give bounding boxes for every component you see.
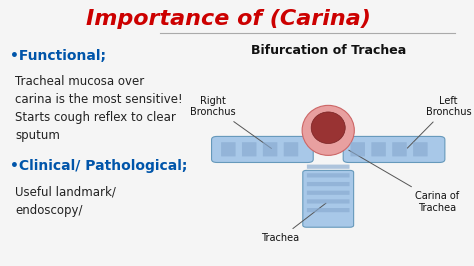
Text: Carina of
Trachea: Carina of Trachea bbox=[349, 150, 459, 213]
FancyBboxPatch shape bbox=[392, 142, 407, 156]
FancyBboxPatch shape bbox=[242, 142, 256, 156]
FancyBboxPatch shape bbox=[307, 191, 349, 195]
FancyBboxPatch shape bbox=[307, 182, 349, 186]
Text: Importance of (Carina): Importance of (Carina) bbox=[86, 9, 371, 29]
FancyBboxPatch shape bbox=[307, 199, 349, 203]
FancyBboxPatch shape bbox=[343, 136, 445, 163]
Text: Bifurcation of Trachea: Bifurcation of Trachea bbox=[251, 44, 406, 56]
FancyBboxPatch shape bbox=[284, 142, 298, 156]
FancyBboxPatch shape bbox=[413, 142, 428, 156]
Ellipse shape bbox=[311, 112, 345, 144]
FancyBboxPatch shape bbox=[307, 173, 349, 177]
Text: Left
Bronchus: Left Bronchus bbox=[407, 95, 471, 148]
Text: Useful landmark/
endoscopy/: Useful landmark/ endoscopy/ bbox=[15, 186, 116, 217]
FancyBboxPatch shape bbox=[371, 142, 386, 156]
FancyBboxPatch shape bbox=[211, 136, 313, 163]
FancyBboxPatch shape bbox=[350, 142, 365, 156]
FancyBboxPatch shape bbox=[307, 208, 349, 212]
FancyBboxPatch shape bbox=[307, 165, 349, 169]
FancyBboxPatch shape bbox=[263, 142, 277, 156]
Text: Trachea: Trachea bbox=[262, 203, 326, 243]
Ellipse shape bbox=[302, 105, 354, 155]
Text: •Functional;: •Functional; bbox=[10, 49, 107, 63]
Text: •Clinical/ Pathological;: •Clinical/ Pathological; bbox=[10, 159, 188, 173]
FancyBboxPatch shape bbox=[303, 171, 354, 227]
Text: Right
Bronchus: Right Bronchus bbox=[190, 95, 272, 148]
Text: Tracheal mucosa over
carina is the most sensitive!
Starts cough reflex to clear
: Tracheal mucosa over carina is the most … bbox=[15, 75, 182, 142]
FancyBboxPatch shape bbox=[221, 142, 236, 156]
